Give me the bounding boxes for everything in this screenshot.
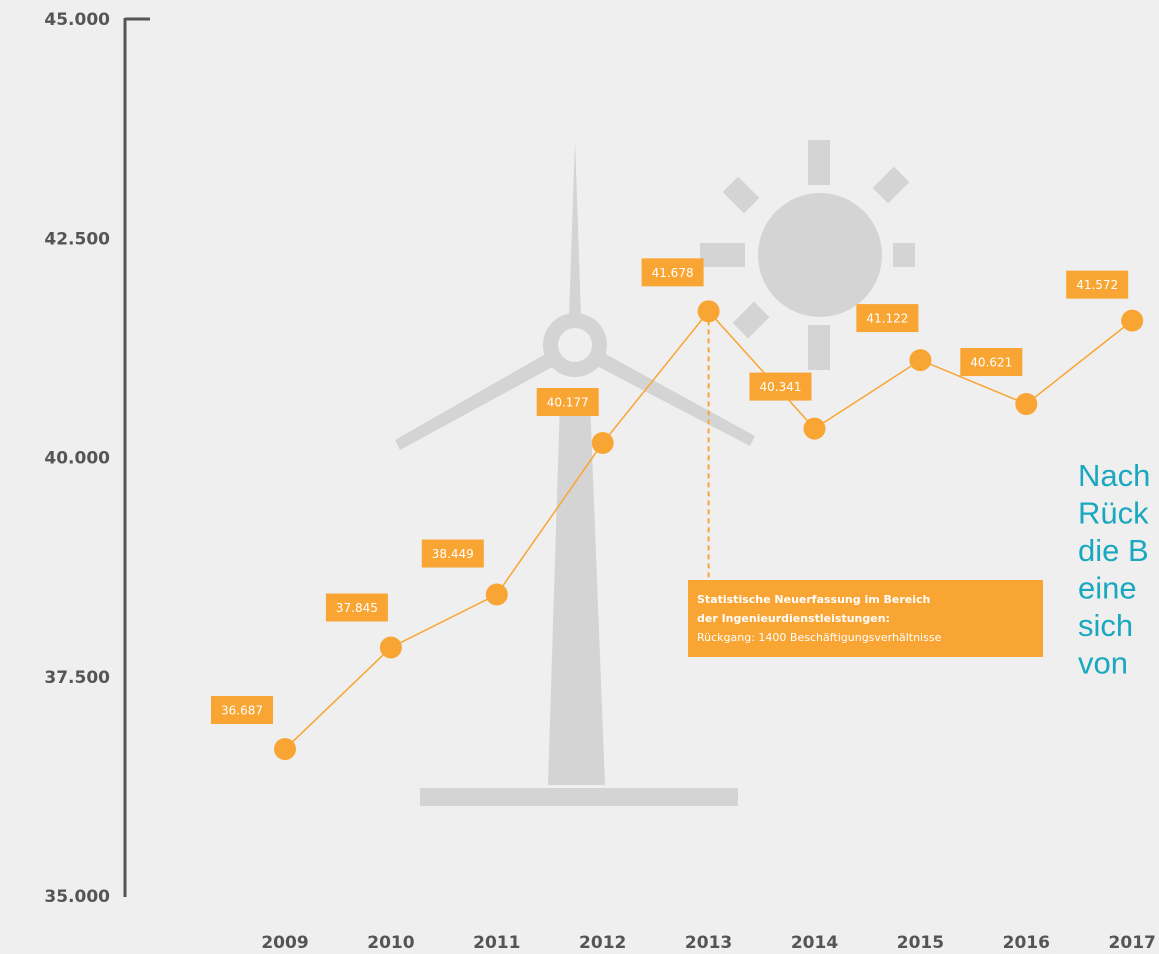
x-tick-label: 2011 bbox=[473, 933, 520, 953]
x-tick-label: 2016 bbox=[1003, 933, 1050, 953]
data-point bbox=[1121, 310, 1143, 332]
data-point bbox=[1015, 393, 1037, 415]
side-text: von bbox=[1078, 646, 1128, 681]
y-tick-label: 40.000 bbox=[44, 449, 110, 469]
y-tick-label: 37.500 bbox=[44, 668, 110, 688]
side-text: Rück bbox=[1078, 496, 1149, 531]
data-point bbox=[909, 349, 931, 371]
value-label: 40.621 bbox=[970, 356, 1012, 370]
value-label: 40.177 bbox=[547, 395, 589, 409]
x-tick-label: 2010 bbox=[367, 933, 414, 953]
y-tick-label: 42.500 bbox=[44, 229, 110, 249]
value-label: 41.678 bbox=[652, 266, 694, 280]
x-tick-label: 2012 bbox=[579, 933, 626, 953]
x-tick-label: 2014 bbox=[791, 933, 838, 953]
side-text: die B bbox=[1078, 533, 1149, 568]
data-point bbox=[804, 418, 826, 440]
x-tick-label: 2017 bbox=[1109, 933, 1156, 953]
annotation-text: Statistische Neuerfassung im Bereich bbox=[697, 593, 930, 606]
data-point bbox=[274, 738, 296, 760]
data-point bbox=[592, 432, 614, 454]
side-text: sich bbox=[1078, 608, 1133, 643]
x-tick-label: 2015 bbox=[897, 933, 944, 953]
chart: 35.000 37.500 40.000 42.500 45.000 2009 2010 20… bbox=[0, 0, 1159, 954]
value-label: 40.341 bbox=[760, 380, 802, 394]
data-point bbox=[486, 584, 508, 606]
x-tick-label: 2009 bbox=[261, 933, 308, 953]
annotation-text: der Ingenieurdienstleistungen: bbox=[697, 612, 890, 625]
x-tick-label: 2013 bbox=[685, 933, 732, 953]
side-text: Nach bbox=[1078, 458, 1150, 493]
value-label: 41.572 bbox=[1076, 278, 1118, 292]
y-tick-label: 45.000 bbox=[44, 10, 110, 30]
side-text: eine bbox=[1078, 571, 1137, 606]
data-point bbox=[698, 300, 720, 322]
background-illustration bbox=[395, 140, 915, 806]
value-label: 38.449 bbox=[432, 547, 474, 561]
value-label: 37.845 bbox=[336, 601, 378, 615]
data-point bbox=[380, 636, 402, 658]
annotation-text: Rückgang: 1400 Beschäftigungsverhältniss… bbox=[697, 631, 942, 644]
plot: 35.000 37.500 40.000 42.500 45.000 2009 2010 20… bbox=[44, 10, 1155, 953]
y-tick-label: 35.000 bbox=[44, 887, 110, 907]
value-label: 36.687 bbox=[221, 704, 263, 718]
value-label: 41.122 bbox=[866, 312, 908, 326]
